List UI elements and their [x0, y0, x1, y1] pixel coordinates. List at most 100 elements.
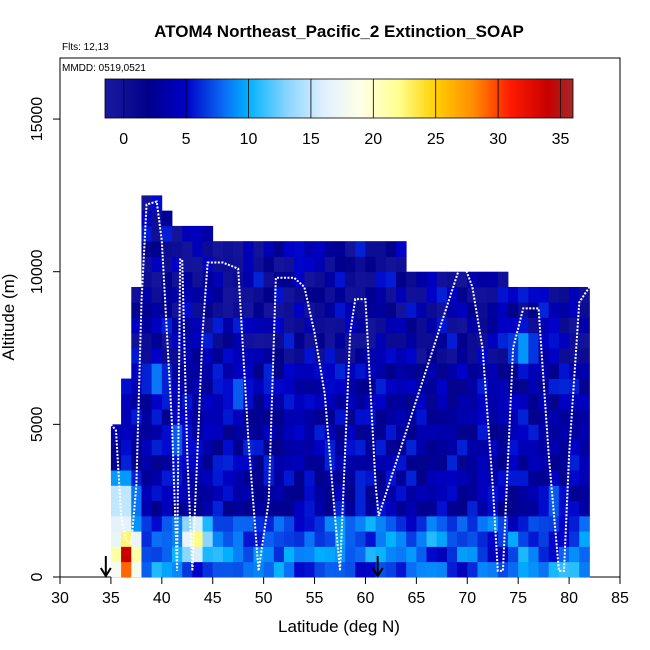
- heatmap-cell: [233, 256, 244, 273]
- heatmap-cell: [355, 546, 366, 563]
- heatmap-cell: [334, 256, 346, 273]
- heatmap-cell: [202, 317, 214, 334]
- heatmap-cell: [202, 378, 214, 395]
- heatmap-cell: [161, 546, 173, 563]
- heatmap-cell: [172, 332, 183, 349]
- heatmap-cell: [355, 531, 366, 547]
- heatmap-cell: [233, 515, 244, 532]
- heatmap-cell: [416, 561, 427, 578]
- heatmap-cell: [141, 195, 153, 212]
- heatmap-cell: [273, 378, 285, 395]
- heatmap-cell: [569, 561, 580, 578]
- heatmap-cell: [477, 500, 489, 517]
- heatmap-cell: [334, 439, 346, 456]
- heatmap-cell: [304, 531, 315, 547]
- heatmap-cell: [548, 332, 560, 349]
- heatmap-cell: [324, 363, 336, 379]
- heatmap-cell: [304, 500, 315, 517]
- heatmap-cell: [345, 302, 356, 318]
- heatmap-cell: [579, 317, 590, 334]
- heatmap-cell: [314, 348, 326, 364]
- heatmap-cell: [294, 424, 305, 441]
- dates-label: MMDD: 0519,0521: [62, 63, 146, 74]
- heatmap-cell: [233, 409, 244, 425]
- heatmap-cell: [518, 302, 529, 318]
- heatmap-cell: [243, 302, 254, 318]
- heatmap-cell: [406, 271, 417, 288]
- heatmap-cell: [375, 470, 387, 486]
- heatmap-cell: [548, 470, 560, 486]
- heatmap-cell: [222, 546, 234, 563]
- heatmap-cell: [161, 363, 173, 379]
- heatmap-cell: [212, 286, 224, 303]
- heatmap-cell: [314, 271, 326, 288]
- heatmap-cell: [497, 485, 509, 502]
- heatmap-cell: [172, 302, 183, 318]
- heatmap-cell: [253, 515, 265, 532]
- heatmap-cell: [528, 286, 539, 303]
- heatmap-cell: [273, 470, 285, 486]
- heatmap-cell: [416, 393, 427, 410]
- heatmap-cell: [558, 286, 570, 303]
- heatmap-cell: [345, 286, 356, 303]
- heatmap-cell: [416, 424, 427, 441]
- heatmap-cell: [273, 348, 285, 364]
- heatmap-cell: [477, 424, 489, 441]
- heatmap-cell: [538, 500, 550, 517]
- heatmap-cell: [487, 500, 499, 517]
- heatmap-cell: [558, 378, 570, 395]
- heatmap-cell: [202, 256, 214, 273]
- heatmap-cell: [426, 515, 438, 532]
- heatmap-cell: [477, 317, 489, 334]
- heatmap-cell: [212, 424, 224, 441]
- heatmap-cell: [426, 439, 438, 456]
- arrow-start-head: [99, 567, 112, 578]
- heatmap-cell: [304, 409, 315, 425]
- heatmap-cell: [273, 241, 285, 257]
- heatmap-cell: [182, 378, 193, 395]
- heatmap-cell: [284, 470, 295, 486]
- heatmap-cell: [253, 424, 265, 441]
- heatmap-cell: [416, 363, 427, 379]
- colorbar-gradient: [104, 78, 574, 119]
- heatmap-cell: [294, 439, 305, 456]
- heatmap-cell: [161, 348, 173, 364]
- heatmap-cell: [263, 332, 275, 349]
- heatmap-cell: [161, 470, 173, 486]
- heatmap-cell: [202, 470, 214, 486]
- heatmap-cell: [243, 317, 254, 334]
- heatmap-cell: [497, 363, 509, 379]
- heatmap-cell: [416, 515, 427, 532]
- heatmap-cell: [110, 485, 122, 502]
- heatmap-cell: [243, 286, 254, 303]
- heatmap-cell: [365, 454, 377, 471]
- heatmap-cell: [273, 332, 285, 349]
- heatmap-cell: [253, 500, 265, 517]
- heatmap-cell: [161, 515, 173, 532]
- heatmap-cell: [263, 546, 275, 563]
- heatmap-cell: [253, 256, 265, 273]
- heatmap-cell: [528, 393, 539, 410]
- heatmap-cell: [284, 424, 295, 441]
- heatmap-cell: [426, 546, 438, 563]
- heatmap-cell: [355, 271, 366, 288]
- heatmap-cell: [538, 454, 550, 471]
- heatmap-cell: [192, 393, 203, 410]
- heatmap-cell: [324, 515, 336, 532]
- heatmap-cell: [518, 393, 529, 410]
- heatmap-cell: [436, 424, 448, 441]
- heatmap-cell: [487, 271, 499, 288]
- heatmap-cell: [477, 302, 489, 318]
- heatmap-cell: [192, 271, 203, 288]
- heatmap-cell: [284, 546, 295, 563]
- heatmap-cell: [324, 500, 336, 517]
- y-tick-label: 10000: [29, 249, 46, 294]
- heatmap-cell: [294, 531, 305, 547]
- heatmap-cell: [294, 515, 305, 532]
- heatmap-cell: [161, 302, 173, 318]
- heatmap-cell: [487, 470, 499, 486]
- x-tick-label: 30: [51, 590, 69, 607]
- heatmap-cell: [355, 424, 366, 441]
- heatmap-cell: [538, 424, 550, 441]
- x-tick-label: 55: [306, 590, 324, 607]
